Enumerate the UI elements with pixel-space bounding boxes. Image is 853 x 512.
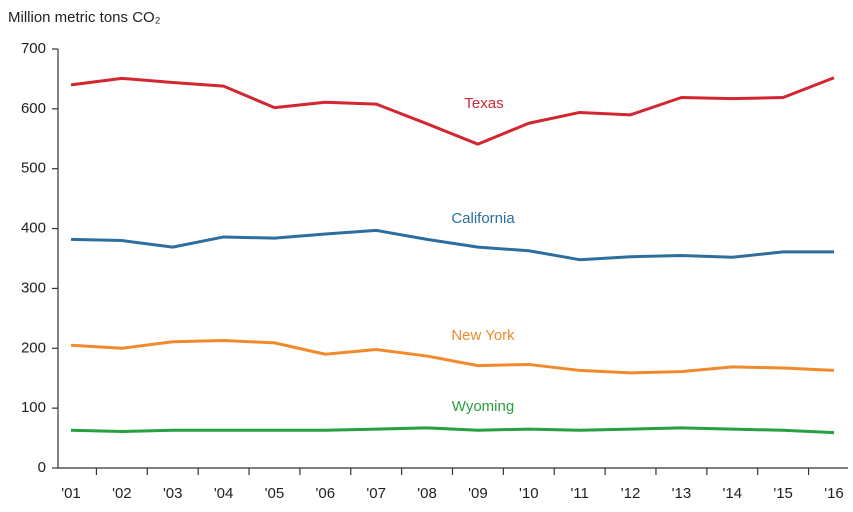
x-tick-label: '15 — [773, 485, 793, 502]
series-line — [70, 339, 835, 375]
x-tick-label: '03 — [163, 485, 183, 502]
series-line — [70, 426, 835, 435]
x-tick-label: '08 — [417, 485, 437, 502]
x-tick-label: '02 — [112, 485, 132, 502]
x-tick-label: '09 — [468, 485, 488, 502]
x-tick-label: '04 — [214, 485, 234, 502]
y-tick-label: 700 — [21, 40, 46, 57]
y-tick-label: 400 — [21, 220, 46, 237]
x-tick-label: '11 — [570, 485, 588, 502]
x-tick-label: '16 — [824, 485, 844, 502]
series-line — [70, 76, 835, 146]
series-label: Wyoming — [452, 398, 514, 415]
x-tick-label: '12 — [621, 485, 641, 502]
x-tick-label: '05 — [265, 485, 285, 502]
y-tick-label: 500 — [21, 160, 46, 177]
y-tick-label: 600 — [21, 100, 46, 117]
series-label: Texas — [464, 95, 503, 112]
y-tick-label: 100 — [21, 399, 46, 416]
x-tick-label: '13 — [672, 485, 692, 502]
x-tick-label: '14 — [722, 485, 742, 502]
x-tick-label: '07 — [366, 485, 386, 502]
series-label: California — [451, 210, 515, 227]
x-tick-label: '06 — [316, 485, 336, 502]
x-tick-label: '01 — [61, 485, 81, 502]
y-tick-label: 200 — [21, 339, 46, 356]
x-tick-label: '10 — [519, 485, 539, 502]
y-axis-label: Million metric tons CO₂ — [8, 9, 161, 26]
y-tick-label: 0 — [38, 459, 46, 476]
series-line — [70, 228, 834, 262]
series-label: New York — [451, 327, 515, 344]
y-tick-label: 300 — [21, 279, 46, 296]
